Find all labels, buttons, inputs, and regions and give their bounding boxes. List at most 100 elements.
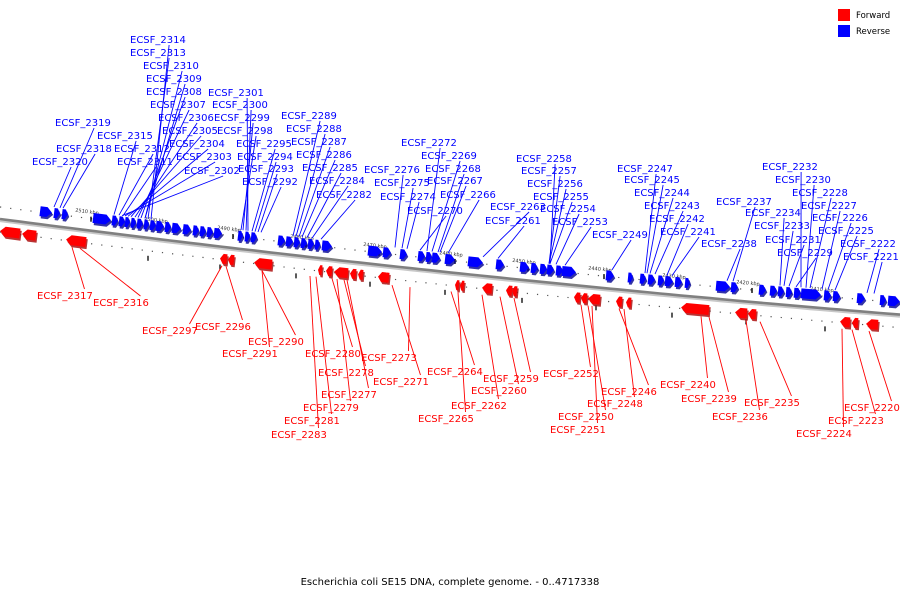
gene-leader-line <box>343 279 366 367</box>
gene-leader-line <box>809 197 832 289</box>
gene-leader-line <box>745 320 760 411</box>
reverse-gene-arrow <box>561 265 578 279</box>
forward-gene-arrow <box>350 268 358 282</box>
reverse-gene-arrow <box>155 220 166 234</box>
gene-leader-line <box>254 161 277 232</box>
gene-label: ECSF_2261 <box>485 216 541 227</box>
gene-leader-line <box>246 97 249 231</box>
inner-guide-ring <box>0 231 900 329</box>
gene-label: ECSF_2302 <box>184 166 240 177</box>
gene-label: ECSF_2254 <box>540 204 596 215</box>
reverse-gene-arrow <box>539 263 549 277</box>
gene-label: ECSF_2276 <box>364 165 420 176</box>
gene-label: ECSF_2236 <box>712 412 768 423</box>
gene-label: ECSF_2314 <box>130 35 186 46</box>
gene-leader-line <box>497 225 525 259</box>
gene-leader-line <box>457 292 466 413</box>
gene-label: ECSF_2292 <box>242 177 298 188</box>
gene-label: ECSF_2290 <box>248 337 304 348</box>
gene-leader-line <box>261 270 296 336</box>
gene-label: ECSF_2249 <box>592 230 648 241</box>
gene-leader-line <box>140 96 186 219</box>
gene-leader-line <box>555 213 580 265</box>
gene-label: ECSF_2225 <box>818 226 874 237</box>
gene-leader-line <box>591 305 598 424</box>
reverse-gene-arrow <box>124 216 132 230</box>
legend-label-forward: Forward <box>856 11 890 21</box>
gene-label: ECSF_2264 <box>427 367 483 378</box>
gene-leader-line <box>62 153 96 209</box>
gene-label: ECSF_2260 <box>471 386 527 397</box>
genome-backbone <box>0 217 900 316</box>
reverse-gene-arrow <box>382 247 393 260</box>
reverse-strand-layer <box>39 206 900 309</box>
reverse-gene-arrow <box>277 235 287 248</box>
gene-label: ECSF_2306 <box>158 113 214 124</box>
gene-label: ECSF_2311 <box>117 157 173 168</box>
reverse-gene-arrow <box>61 209 70 222</box>
gene-label: ECSF_2265 <box>418 414 474 425</box>
gene-leader-line <box>242 122 254 231</box>
reverse-gene-arrow <box>237 230 245 244</box>
gene-label: ECSF_2320 <box>32 157 88 168</box>
scale-tick-label: 2420 kbp <box>736 280 760 288</box>
gene-label: ECSF_2255 <box>533 192 589 203</box>
gene-leader-line <box>649 197 674 274</box>
reverse-gene-arrow <box>887 295 900 309</box>
gene-leader-line <box>346 280 369 389</box>
gene-label: ECSF_2293 <box>238 164 294 175</box>
reverse-gene-arrow <box>832 291 842 304</box>
gene-label: ECSF_2229 <box>777 248 833 259</box>
gene-label: ECSF_2241 <box>660 227 716 238</box>
forward-gene-arrow <box>512 286 519 299</box>
gene-leader-line <box>426 147 441 251</box>
gene-label: ECSF_2220 <box>844 403 900 414</box>
gene-leader-line <box>587 305 606 411</box>
gene-label: ECSF_2319 <box>55 118 111 129</box>
gene-label: ECSF_2256 <box>527 179 583 190</box>
gene-label: ECSF_2230 <box>775 175 831 186</box>
ring-layer <box>0 206 900 329</box>
gene-label: ECSF_2262 <box>451 401 507 412</box>
gene-leader-line <box>298 146 331 237</box>
gene-label: ECSF_2244 <box>634 188 690 199</box>
reverse-gene-arrow <box>856 293 867 306</box>
gene-label: ECSF_2303 <box>176 152 232 163</box>
gene-leader-line <box>548 175 561 264</box>
gene-leader-line <box>481 294 499 400</box>
gene-leader-line <box>499 296 519 385</box>
gene-label: ECSF_2245 <box>624 175 680 186</box>
forward-gene-arrow <box>681 302 711 318</box>
gene-label: ECSF_2270 <box>407 206 463 217</box>
gene-leader-line <box>295 133 326 237</box>
gene-label: ECSF_2283 <box>271 430 327 441</box>
gene-leader-line <box>732 206 756 282</box>
gene-leader-line <box>320 199 356 240</box>
forward-gene-arrow <box>0 226 22 241</box>
reverse-gene-arrow <box>199 226 208 239</box>
gene-leader-line <box>548 188 567 264</box>
reverse-gene-arrow <box>639 273 648 287</box>
gene-label: ECSF_2304 <box>169 139 225 150</box>
reverse-gene-arrow <box>367 245 384 259</box>
gene-leader-line <box>315 276 332 415</box>
gene-leader-line <box>240 135 257 231</box>
forward-gene-arrow <box>626 297 633 310</box>
gene-label: ECSF_2239 <box>681 394 737 405</box>
forward-gene-arrow <box>460 280 466 293</box>
gene-leader-line <box>439 185 467 253</box>
gene-leader-line <box>124 161 216 217</box>
reverse-gene-arrow <box>39 206 54 220</box>
scale-tick-label: 2410 kbp <box>810 286 834 294</box>
forward-gene-arrow <box>588 294 602 307</box>
gene-label: ECSF_2259 <box>483 374 539 385</box>
reverse-gene-arrow <box>192 225 201 238</box>
gene-label: ECSF_2298 <box>217 126 273 137</box>
reverse-gene-arrow <box>92 213 113 227</box>
gene-label: ECSF_2284 <box>309 176 365 187</box>
gene-leader-line <box>127 148 209 217</box>
forward-gene-arrow <box>228 254 236 268</box>
gene-leader-line <box>336 278 351 402</box>
reverse-gene-arrow <box>293 237 302 250</box>
